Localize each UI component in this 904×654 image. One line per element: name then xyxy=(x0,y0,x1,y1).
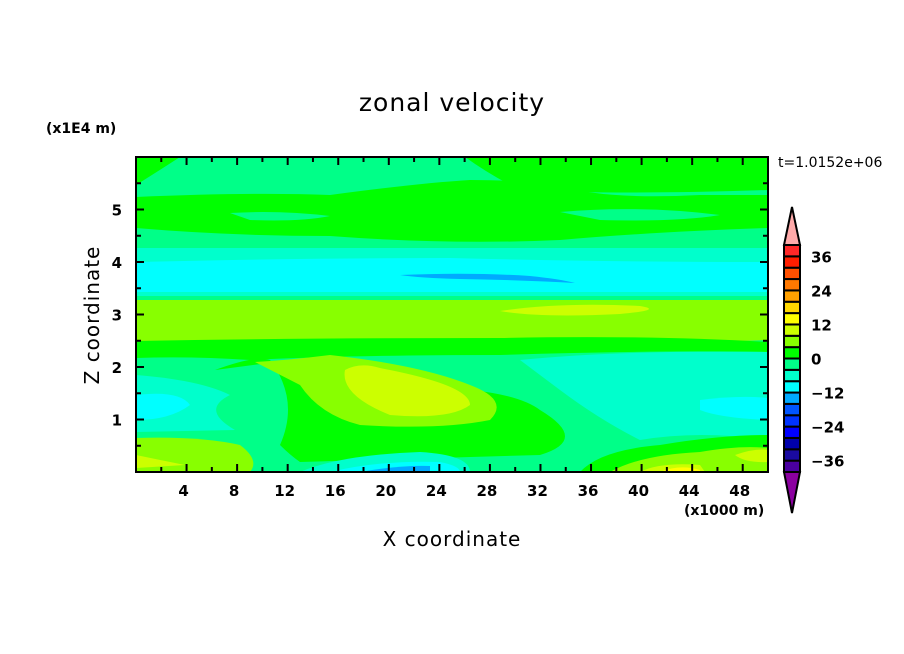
colorbar-box xyxy=(783,266,801,281)
colorbar-box xyxy=(783,346,801,360)
y-unit-label: (x1E4 m) xyxy=(46,121,117,137)
contour-region xyxy=(360,465,430,472)
contour-field xyxy=(136,157,768,472)
colorbar-box xyxy=(783,278,801,292)
contour-region xyxy=(400,273,575,283)
colorbar-label: 0 xyxy=(811,351,821,369)
contour-region xyxy=(230,209,720,221)
colorbar-label: 12 xyxy=(811,316,832,334)
x-unit-label: (x1000 m) xyxy=(684,503,765,519)
x-tick-label: 4 xyxy=(178,482,188,500)
contour-region xyxy=(520,351,768,440)
colorbar-box xyxy=(783,380,801,394)
y-tick-label: 3 xyxy=(112,307,122,325)
y-tick-label: 2 xyxy=(112,359,122,377)
colorbar-box xyxy=(783,448,801,462)
x-tick-label: 48 xyxy=(729,482,750,500)
contour-region xyxy=(136,455,185,468)
chart-title: zonal velocity xyxy=(358,88,546,117)
contour-region xyxy=(136,393,190,420)
contour-region xyxy=(660,467,700,472)
colorbar: 36 24 12 0 −12 −24 −36 xyxy=(782,206,844,514)
colorbar-box xyxy=(783,357,801,371)
y-tick-labels: 1 2 3 4 5 xyxy=(112,202,122,430)
contour-region xyxy=(136,157,180,185)
colorbar-box xyxy=(783,323,801,337)
colorbar-box xyxy=(783,459,801,473)
colorbar-box xyxy=(783,436,801,451)
colorbar-box xyxy=(783,414,801,428)
x-tick-label: 20 xyxy=(375,482,396,500)
colorbar-over-triangle xyxy=(782,206,802,246)
colorbar-box xyxy=(783,255,801,269)
x-tick-label: 12 xyxy=(274,482,295,500)
x-tick-label: 16 xyxy=(325,482,346,500)
contour-region xyxy=(136,337,768,360)
x-tick-label: 8 xyxy=(229,482,239,500)
y-tick-label: 1 xyxy=(112,412,122,430)
colorbar-label: −12 xyxy=(811,385,844,403)
y-tick-label: 5 xyxy=(112,202,122,220)
x-tick-label: 44 xyxy=(679,482,700,500)
x-tick-label: 32 xyxy=(527,482,548,500)
colorbar-box xyxy=(783,300,801,315)
colorbar-box xyxy=(783,391,801,405)
time-label: t=1.0152e+06 xyxy=(778,155,883,171)
x-tick-labels: 4 8 12 16 20 24 28 32 36 40 44 48 xyxy=(178,482,750,500)
contour-region xyxy=(700,396,768,420)
colorbar-box xyxy=(783,312,801,326)
contour-region xyxy=(640,449,768,472)
colorbar-box xyxy=(783,368,801,383)
colorbar-under-triangle xyxy=(782,471,802,514)
colorbar-box xyxy=(783,244,801,258)
x-tick-label: 28 xyxy=(476,482,497,500)
contour-region xyxy=(610,447,768,472)
colorbar-box xyxy=(783,334,801,349)
axis-ticks xyxy=(136,157,768,472)
contour-region xyxy=(344,365,470,417)
colorbar-label: −36 xyxy=(811,453,844,471)
x-axis-label: X coordinate xyxy=(382,527,522,551)
colorbar-box xyxy=(783,289,801,303)
x-tick-label: 36 xyxy=(578,482,599,500)
contour-region xyxy=(500,304,649,316)
colorbar-label: 24 xyxy=(811,282,832,300)
x-tick-label: 40 xyxy=(628,482,649,500)
contour-region xyxy=(136,180,768,242)
x-tick-label: 24 xyxy=(426,482,447,500)
colorbar-label: −24 xyxy=(811,419,844,437)
contour-region xyxy=(136,296,768,300)
colorbar-box xyxy=(783,425,801,439)
y-tick-label: 4 xyxy=(112,254,122,272)
colorbar-label: 36 xyxy=(811,248,832,266)
colorbar-box xyxy=(783,402,801,417)
